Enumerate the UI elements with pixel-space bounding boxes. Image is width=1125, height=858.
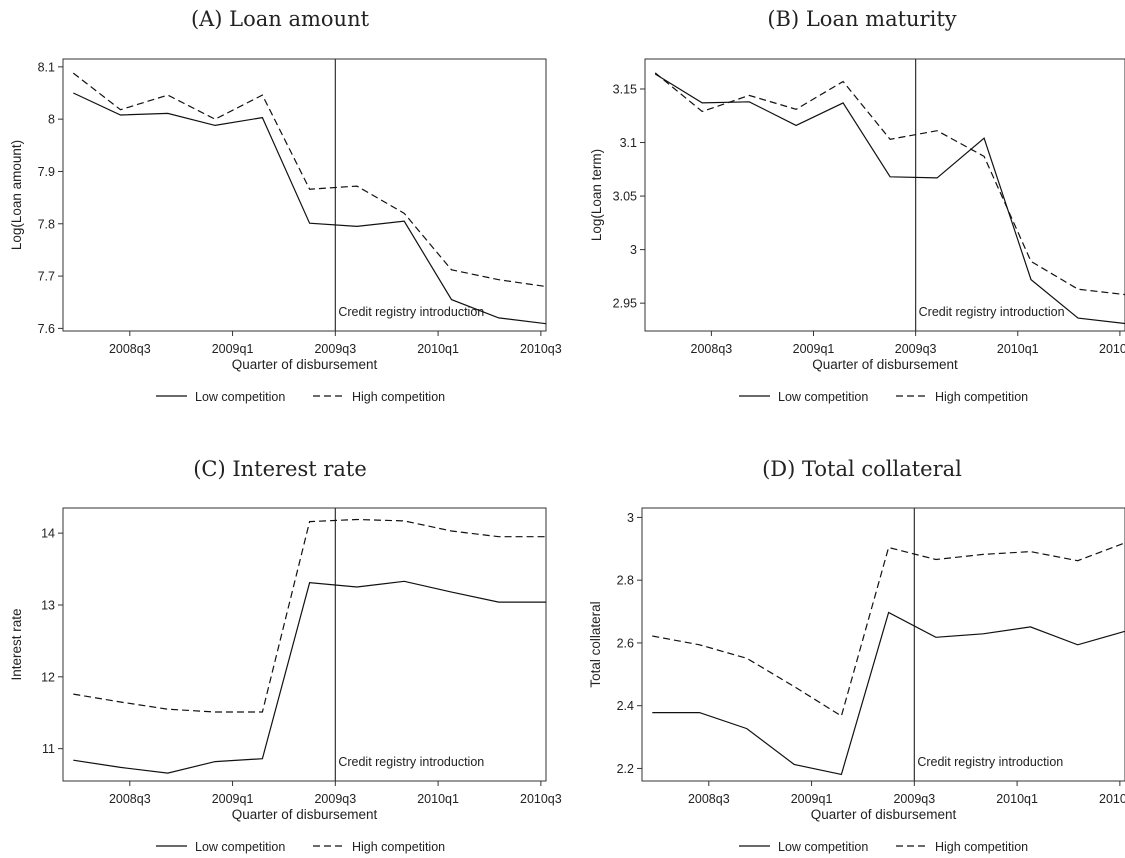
y-tick-label: 8 (48, 113, 55, 127)
y-tick-label: 2.95 (613, 297, 637, 311)
y-tick-label: 12 (41, 670, 55, 684)
x-tick-label: 2010q3 (1099, 792, 1125, 806)
y-tick-label: 7.9 (38, 165, 55, 179)
x-tick-label: 2009q3 (893, 792, 935, 806)
x-tick-label: 2008q3 (109, 792, 151, 806)
x-tick-label: 2008q3 (688, 792, 730, 806)
event-annotation: Credit registry introduction (919, 305, 1065, 319)
x-tick-label: 2008q3 (109, 342, 151, 356)
series-line-low-competition (73, 92, 547, 325)
legend-label: Low competition (778, 840, 868, 854)
x-tick-label: 2009q3 (314, 792, 356, 806)
legend-label: Low competition (195, 840, 285, 854)
y-tick-label: 2.2 (617, 762, 634, 776)
x-tick-label: 2009q3 (314, 342, 356, 356)
plot-frame (62, 507, 547, 782)
plot-frame (644, 58, 1125, 332)
legend-label: Low competition (195, 390, 285, 404)
y-tick-label: 3 (630, 243, 637, 257)
series-line-low-competition (654, 73, 1125, 325)
y-tick-label: 2.8 (617, 574, 634, 588)
series-line-high-competition (73, 518, 546, 713)
y-tick-label: 7.6 (38, 322, 55, 336)
series-line-low-competition (73, 580, 546, 774)
x-axis-label: Quarter of disbursement (811, 807, 957, 822)
x-tick-label: 2009q1 (793, 342, 835, 356)
legend-label: High competition (352, 840, 445, 854)
y-tick-label: 7.7 (38, 270, 55, 284)
x-tick-label: 2010q3 (1099, 342, 1125, 356)
series-line-high-competition (652, 542, 1125, 717)
y-axis-label: Interest rate (9, 608, 24, 680)
x-tick-label: 2009q3 (895, 342, 937, 356)
y-tick-label: 2.6 (617, 636, 634, 650)
x-tick-label: 2008q3 (691, 342, 733, 356)
y-tick-label: 14 (41, 527, 55, 541)
x-tick-label: 2010q1 (997, 342, 1039, 356)
chart-panel-1: (A) Loan amount 7.6 7.7 7.8 7.9 8 8.1 2008q3 200… (9, 7, 562, 404)
x-tick-label: 2009q1 (212, 342, 254, 356)
y-axis-label: Log(Loan term) (589, 149, 604, 241)
x-axis-label: Quarter of disbursement (812, 357, 958, 372)
y-tick-label: 11 (42, 742, 55, 756)
y-axis-label: Total collateral (588, 601, 603, 687)
legend-label: High competition (935, 840, 1028, 854)
chart-panel-4: (D) Total collateral 2.2 2.4 2.6 2.8 3 2008q3 2… (588, 457, 1125, 854)
chart-title: (D) Total collateral (762, 457, 962, 481)
y-tick-label: 7.8 (38, 217, 55, 231)
event-annotation: Credit registry introduction (338, 755, 484, 769)
y-tick-label: 13 (41, 598, 55, 612)
chart-panel-3: (C) Interest rate 11 12 13 14 2008q3 2009q1 200… (9, 457, 562, 854)
y-axis-label: Log(Loan amount) (9, 140, 24, 250)
plot-frame (641, 507, 1125, 782)
chart-title: (A) Loan amount (191, 7, 370, 31)
x-axis-label: Quarter of disbursement (232, 807, 378, 822)
x-axis-label: Quarter of disbursement (232, 357, 378, 372)
y-tick-label: 8.1 (38, 60, 55, 74)
x-tick-label: 2010q1 (417, 792, 459, 806)
x-tick-label: 2010q3 (520, 792, 562, 806)
x-tick-label: 2010q1 (417, 342, 459, 356)
legend-label: High competition (352, 390, 445, 404)
legend-label: Low competition (778, 390, 868, 404)
series-line-high-competition (72, 72, 547, 288)
series-line-low-competition (652, 611, 1125, 776)
y-tick-label: 3.05 (613, 190, 637, 204)
x-tick-label: 2010q3 (520, 342, 562, 356)
event-annotation: Credit registry introduction (338, 305, 484, 319)
x-tick-label: 2010q1 (996, 792, 1038, 806)
x-tick-label: 2009q1 (791, 792, 833, 806)
chart-panel-2: (B) Loan maturity 2.95 3 3.05 3.1 3.15 2008q3 2… (589, 7, 1125, 404)
y-tick-label: 2.4 (617, 699, 634, 713)
legend-label: High competition (935, 390, 1028, 404)
chart-title: (C) Interest rate (193, 457, 367, 481)
plot-frame (62, 58, 547, 332)
series-line-high-competition (654, 72, 1125, 296)
x-tick-label: 2009q1 (212, 792, 254, 806)
y-tick-label: 3.1 (620, 136, 637, 150)
event-annotation: Credit registry introduction (917, 755, 1063, 769)
y-tick-label: 3.15 (613, 82, 637, 96)
chart-title: (B) Loan maturity (767, 7, 956, 31)
y-tick-label: 3 (627, 511, 634, 525)
